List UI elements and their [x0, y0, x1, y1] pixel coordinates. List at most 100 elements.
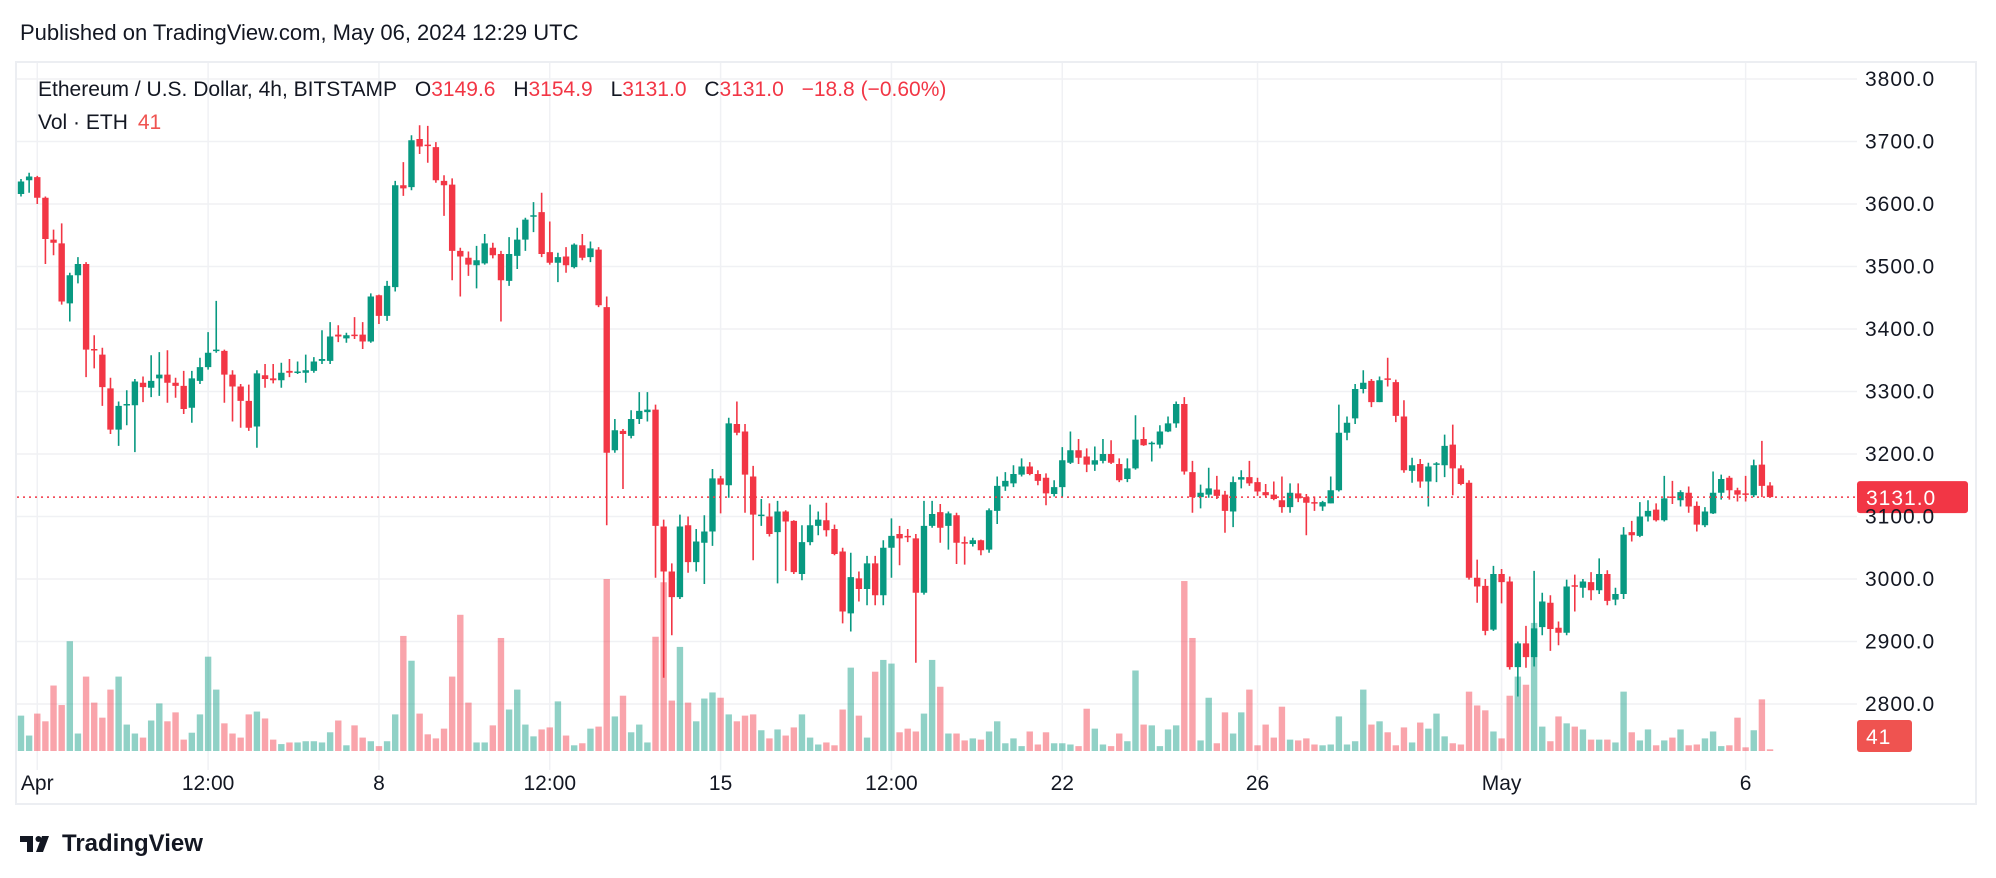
candle-body [1189, 472, 1196, 498]
volume-bar [1620, 691, 1627, 751]
volume-bar [636, 724, 643, 751]
candle-body [1579, 581, 1587, 588]
volume-bar [1522, 684, 1530, 751]
candle [717, 475, 724, 514]
volume-bar [25, 735, 33, 751]
candle-body [644, 409, 651, 413]
candle [806, 504, 814, 546]
candle-body [1384, 378, 1391, 380]
volume-bar [367, 741, 375, 751]
candle [1213, 475, 1221, 499]
candle-body [1718, 479, 1725, 493]
volume-bar [880, 659, 887, 751]
candle [1360, 370, 1367, 394]
volume-bar [253, 711, 261, 751]
volume-bar [1140, 724, 1147, 751]
candle-body [871, 563, 879, 596]
candle-body [1734, 490, 1741, 495]
symbol-title[interactable]: Ethereum / U.S. Dollar, 4h, BITSTAMP [38, 78, 398, 101]
volume-bar [961, 740, 968, 751]
candle [188, 370, 196, 423]
volume-bar [1148, 725, 1155, 751]
candle-body [473, 260, 480, 266]
candle-body [1750, 465, 1757, 496]
candle-body [335, 334, 342, 337]
volume-bar [465, 702, 472, 751]
candle [164, 350, 171, 403]
candle-body [839, 551, 846, 612]
candle [831, 524, 838, 556]
candle-body [1587, 582, 1595, 591]
candle [505, 237, 513, 286]
volume-bar [1417, 722, 1424, 751]
candle [139, 376, 147, 403]
last-price-text: 3131.0 [1866, 487, 1936, 510]
volume-bar [546, 727, 553, 751]
volume-bar [1604, 739, 1611, 751]
candle [416, 125, 423, 154]
candle [269, 364, 277, 384]
volume-legend-label[interactable]: Vol · ETH [38, 111, 128, 134]
candle-body [847, 577, 854, 614]
candle-body [286, 370, 293, 373]
candle [42, 196, 49, 264]
candle-body [1408, 465, 1416, 471]
candle-body [1335, 432, 1343, 491]
candle [1278, 476, 1286, 513]
candle-body [1693, 505, 1701, 525]
volume-bar [448, 676, 456, 751]
volume-bar [1116, 733, 1123, 751]
candle-body [164, 374, 171, 383]
candle-body [1441, 445, 1448, 466]
volume-bar [375, 746, 383, 751]
volume-bar [489, 725, 497, 751]
last-volume-text: 41 [1866, 726, 1891, 749]
candle-body [1319, 502, 1326, 507]
candle [1669, 480, 1676, 504]
price-tick-label: 3000.0 [1865, 568, 1935, 591]
volume-bar [123, 724, 130, 751]
last-volume-badge [1857, 720, 1912, 752]
volume-bar [1482, 710, 1489, 751]
candle-body [1221, 494, 1229, 511]
candle [245, 384, 252, 431]
candle-body [156, 374, 163, 379]
volume-bar [392, 714, 399, 751]
candle [1189, 460, 1196, 513]
candle-body [806, 525, 814, 543]
volume-bar [725, 714, 732, 751]
volume-bar [1335, 716, 1343, 751]
volume-bar [1514, 676, 1522, 751]
candle [701, 515, 708, 584]
volume-bar [505, 709, 513, 751]
candle-body [1514, 643, 1522, 668]
volume-bar [326, 732, 334, 751]
volume-bar [1197, 740, 1204, 751]
price-axis[interactable]: 3800.0 3700.0 3600.0 3500.0 3400.0 3300.0 3200… [1865, 68, 1935, 716]
footer-logo[interactable]: TradingView [20, 830, 203, 858]
volume-bar [994, 721, 1001, 751]
candle-body [1522, 643, 1530, 658]
volume-bar [1050, 743, 1058, 751]
volume-bar [473, 742, 480, 751]
volume-bar [1433, 713, 1440, 751]
candle [1254, 477, 1261, 496]
volume-bar [1726, 745, 1733, 751]
candle [1172, 401, 1180, 428]
candle [17, 179, 25, 197]
candle-body [928, 514, 936, 526]
candle [294, 361, 301, 374]
candle-body [392, 185, 399, 288]
time-axis[interactable]: Apr 12:00 8 12:00 15 12:00 22 26 May 6 [21, 772, 1752, 795]
candle-body [660, 526, 667, 572]
candle-body [1498, 574, 1505, 583]
candle-body [481, 243, 488, 264]
candle [1473, 559, 1481, 603]
candle-body [741, 431, 749, 475]
candle [278, 362, 285, 388]
volume-bar [1400, 727, 1408, 751]
candle-body [937, 512, 944, 528]
volume-bar [912, 731, 920, 751]
candle-body [1742, 493, 1749, 495]
